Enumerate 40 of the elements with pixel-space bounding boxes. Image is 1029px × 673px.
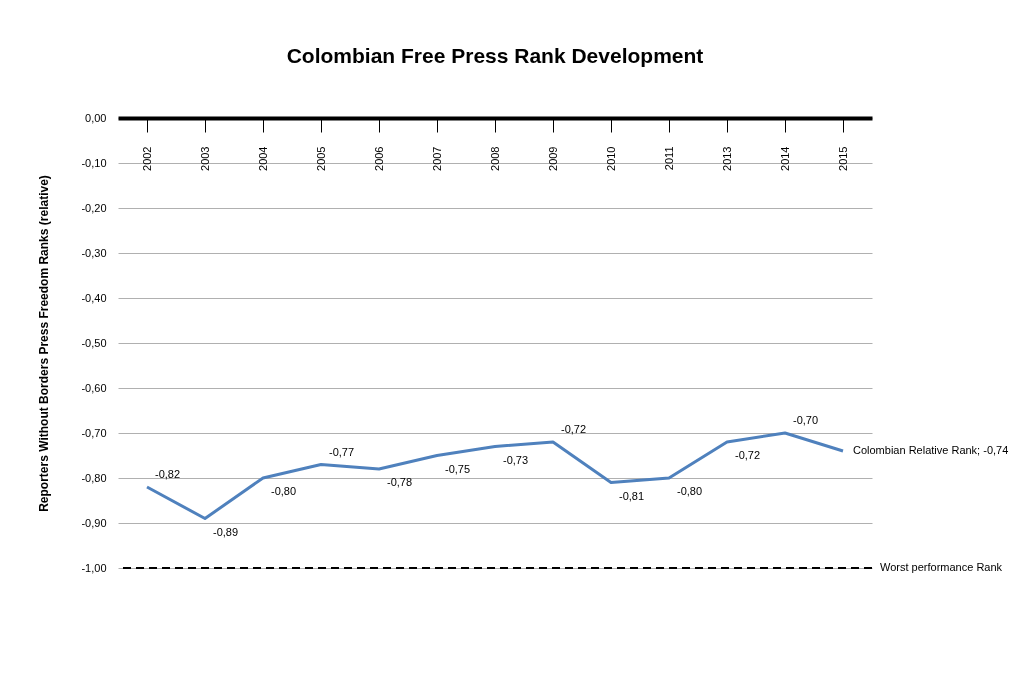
y-tick-label: -0,20 [81,201,107,214]
y-tick-label: -0,90 [81,516,107,529]
y-tick-label: -0,30 [81,246,107,259]
data-label: -0,70 [793,414,819,426]
y-tick-label: -0,70 [81,426,107,439]
data-label: -0,73 [503,453,529,466]
y-tick-label: -0,80 [81,471,107,484]
y-tick-label: -0,40 [81,291,107,304]
data-label: -0,82 [155,468,181,480]
y-tick-label: 0,00 [85,111,107,124]
data-label: -0,81 [619,489,645,502]
x-tick-label: 2014 [778,146,791,171]
x-tick-label: 2006 [372,146,385,171]
x-tick-label: 2011 [662,146,675,171]
data-label: -0,75 [445,462,471,475]
data-label: -0,80 [677,485,703,497]
x-tick-label: 2009 [546,146,559,171]
x-tick-label: 2015 [836,146,849,171]
x-tick-label: 2013 [720,146,733,171]
data-label: Colombian Relative Rank; -0,74 [853,444,1009,456]
data-label: -0,89 [213,525,239,538]
data-label: -0,77 [329,445,355,458]
y-axis-title: Reporters Without Borders Press Freedom Ranks (relative) [37,175,52,512]
chart-title: Colombian Free Press Rank Development [286,44,704,67]
data-label: -0,80 [271,485,297,497]
data-label: -0,78 [387,476,413,488]
y-tick-label: -0,50 [81,336,107,349]
y-tick-label: -1,00 [81,561,107,574]
x-tick-label: 2003 [198,146,211,171]
y-tick-label: -0,10 [81,156,107,169]
x-tick-label: 2010 [604,146,617,171]
x-tick-label: 2002 [140,146,153,171]
x-tick-label: 2007 [430,146,443,171]
ref-line-label: Worst performance Rank [880,561,1003,573]
x-tick-label: 2005 [314,146,327,171]
x-tick-label: 2004 [256,146,269,171]
data-label: -0,72 [735,449,761,461]
data-label: -0,72 [561,423,587,435]
x-tick-label: 2008 [488,146,501,171]
y-tick-label: -0,60 [81,381,107,394]
